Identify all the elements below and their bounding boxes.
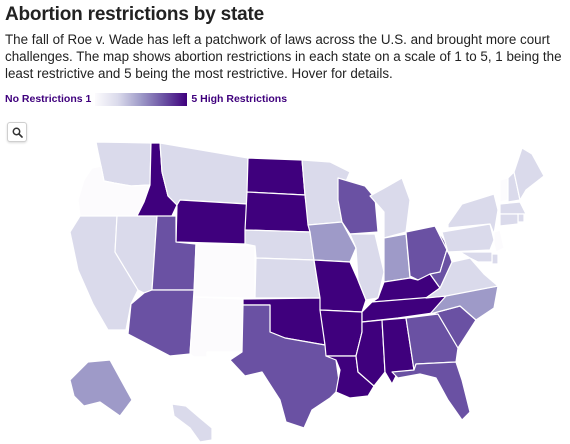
state-ri[interactable]	[517, 213, 525, 223]
search-icon	[12, 127, 23, 138]
chart-subtitle: The fall of Roe v. Wade has left a patch…	[5, 32, 562, 81]
state-il[interactable]	[349, 233, 385, 301]
state-ny[interactable]	[447, 193, 499, 235]
state-ak[interactable]	[69, 359, 133, 417]
state-de[interactable]	[491, 253, 499, 265]
state-az[interactable]	[127, 289, 195, 357]
chart-title: Abortion restrictions by state	[5, 4, 264, 25]
state-in[interactable]	[383, 233, 411, 283]
state-tx[interactable]	[229, 304, 341, 429]
state-wi[interactable]	[337, 177, 379, 235]
state-mo[interactable]	[313, 259, 367, 313]
state-fl[interactable]	[391, 361, 471, 421]
state-nc[interactable]	[429, 285, 499, 321]
state-wy[interactable]	[175, 199, 248, 245]
state-ks[interactable]	[254, 257, 321, 299]
state-md[interactable]	[459, 251, 493, 263]
state-ar[interactable]	[319, 309, 363, 357]
state-ne[interactable]	[244, 229, 315, 261]
color-legend: No Restrictions 1 5 High Restrictions	[5, 91, 287, 107]
legend-gradient-bar	[95, 92, 188, 106]
search-button[interactable]	[7, 122, 27, 142]
state-co[interactable]	[193, 243, 256, 299]
state-vt[interactable]	[499, 177, 509, 203]
state-nj[interactable]	[493, 229, 505, 253]
state-sd[interactable]	[244, 191, 311, 233]
state-mi[interactable]	[369, 177, 411, 239]
state-nm[interactable]	[189, 296, 244, 358]
state-nd[interactable]	[246, 157, 306, 196]
state-wv[interactable]	[429, 225, 453, 289]
state-ct[interactable]	[499, 213, 519, 227]
legend-low-label: No Restrictions 1	[5, 93, 92, 105]
state-hi[interactable]	[171, 403, 213, 443]
legend-high-label: 5 High Restrictions	[191, 93, 288, 105]
state-ma[interactable]	[499, 201, 527, 215]
state-mt[interactable]	[159, 142, 249, 206]
state-me[interactable]	[513, 147, 545, 201]
